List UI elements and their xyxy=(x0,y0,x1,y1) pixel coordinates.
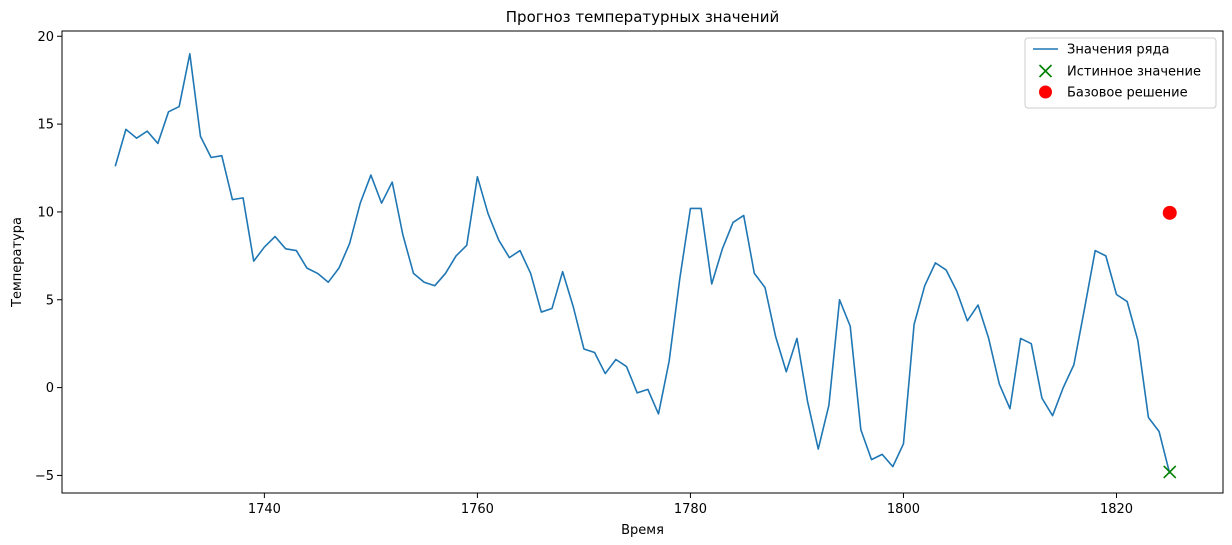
legend: Значения ряда Истинное значение Базовое … xyxy=(1024,37,1217,109)
y-axis-title: Температура xyxy=(10,217,25,308)
chart-title: Прогноз температурных значений xyxy=(506,8,779,26)
plot-frame xyxy=(61,30,1224,494)
y-tick-label: 0 xyxy=(46,381,54,396)
x-tick-label: 1820 xyxy=(1100,502,1133,517)
legend-label-true-value: Истинное значение xyxy=(1067,65,1201,80)
legend-swatch-baseline xyxy=(1039,85,1052,99)
legend-label-series: Значения ряда xyxy=(1067,43,1169,58)
x-tick-label: 1780 xyxy=(674,502,707,517)
y-tick-label: 10 xyxy=(37,205,54,220)
y-tick-label: 15 xyxy=(37,118,54,133)
y-tick-label: 20 xyxy=(37,30,54,45)
x-tick-label: 1760 xyxy=(461,502,494,517)
legend-swatch-true-value xyxy=(1038,64,1053,78)
true-value-marker xyxy=(1163,465,1177,479)
series-line xyxy=(114,53,1171,474)
x-tick-label: 1800 xyxy=(887,502,920,517)
legend-label-baseline: Базовое решение xyxy=(1067,86,1188,101)
x-axis-title: Время xyxy=(621,523,664,538)
legend-box xyxy=(1024,37,1217,109)
baseline-marker xyxy=(1162,205,1177,220)
plot-area xyxy=(114,53,1177,479)
y-tick-label: 5 xyxy=(46,293,54,308)
axes: 1740 1760 1780 1800 1820 −5 0 5 10 15 20 xyxy=(35,30,1224,517)
y-tick-label: −5 xyxy=(35,469,54,484)
x-tick-label: 1740 xyxy=(248,502,281,517)
